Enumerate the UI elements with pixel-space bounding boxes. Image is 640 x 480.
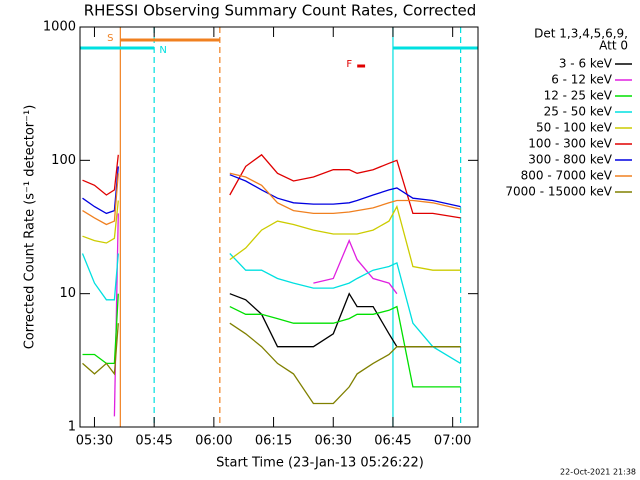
y-tick-label: 1 [68,420,76,435]
x-tick-label: 06:30 [315,434,352,449]
y-tick-label: 100 [51,153,76,168]
y-tick-label: 10 [59,286,76,301]
footer: 22-Oct-2021 21:38 [560,468,636,477]
y-axis-label: Corrected Count Rate (s⁻¹ detector⁻¹) [23,105,38,350]
series-line [113,213,119,417]
flag-label: S [107,33,113,44]
series-line [82,154,119,196]
series-line [229,322,461,405]
series-line [313,238,398,295]
flag-label: N [159,45,166,56]
legend-title: Att 0 [599,39,628,53]
x-tick-label: 05:30 [76,434,113,449]
series-line [229,174,461,208]
axes-frame [79,26,479,428]
series-line [229,172,461,215]
series-line [82,323,119,376]
series-line [229,153,461,219]
legend-label: 6 - 12 keV [551,73,613,87]
x-tick-label: 07:00 [434,434,471,449]
legend-label: 7000 - 15000 keV [505,185,612,199]
legend-label: 100 - 300 keV [528,137,612,151]
series-line [82,166,119,215]
chart-title: RHESSI Observing Summary Count Rates, Co… [84,2,477,20]
series-line [82,200,119,244]
series-line [229,305,461,388]
flag-label: F [346,59,352,70]
x-tick-label: 06:00 [195,434,232,449]
legend-title: Det 1,3,4,5,6,9, [534,27,628,41]
legend-label: 12 - 25 keV [544,89,613,103]
legend-label: 3 - 6 keV [559,57,613,71]
legend-label: 50 - 100 keV [536,121,613,135]
series-line [82,173,119,226]
legend-label: 800 - 7000 keV [521,169,613,183]
legend-label: 300 - 800 keV [528,153,612,167]
legend-label: 25 - 50 keV [544,105,613,119]
x-axis-label: Start Time (23-Jan-13 05:26:22) [216,456,424,471]
x-tick-label: 05:45 [135,434,172,449]
plot-area [80,27,478,427]
series-line [81,253,119,301]
series-line [229,204,461,271]
x-tick-label: 06:15 [255,434,292,449]
x-tick-label: 06:45 [374,434,411,449]
y-tick-label: 1000 [43,20,76,35]
series-line [229,253,461,364]
